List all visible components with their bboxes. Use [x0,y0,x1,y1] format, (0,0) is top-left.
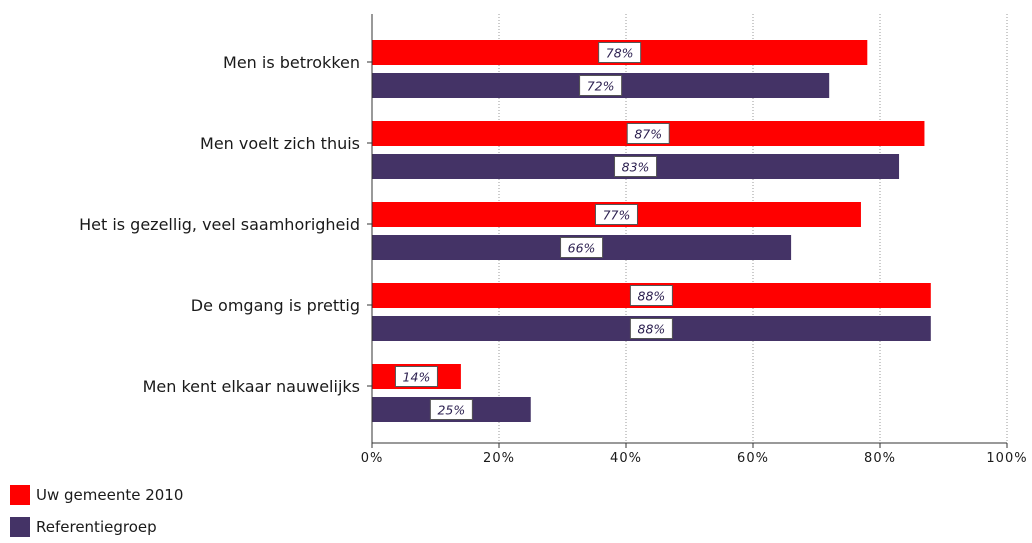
data-labels: 78% 72% 87% 83% 77% 66% 88% 88% 14% 25% [394,42,673,420]
x-tick-label: 80% [864,451,896,466]
legend-swatch-1 [10,517,30,537]
category-labels: Men is betrokken Men voelt zich thuis Het … [79,53,372,396]
data-label-box [394,366,438,387]
data-label-box [560,237,604,258]
legend-item-0: Uw gemeente 2010 [10,485,183,505]
x-tick-label: 40% [610,451,642,466]
data-label: 14% [403,370,431,385]
category-label: Men is betrokken [223,53,360,72]
category-label: Men voelt zich thuis [200,134,360,153]
category-label: Het is gezellig, veel saamhorigheid [79,215,360,234]
x-tick-labels: 0% 20% 40% 60% 80% 100% [361,443,1027,466]
legend-label-0: Uw gemeente 2010 [36,486,184,504]
category-label: De omgang is prettig [191,296,360,315]
data-label-box [429,399,473,420]
data-label: 25% [437,403,465,418]
data-label-box [626,123,670,144]
category-label: Men kent elkaar nauwelijks [143,377,360,396]
data-label-box [594,204,638,225]
gridlines [498,14,1008,443]
data-label: 66% [568,241,596,256]
data-label: 78% [606,46,634,61]
data-label-box [579,75,623,96]
data-label-box [629,285,673,306]
data-label: 83% [622,160,650,175]
x-tick-label: 100% [986,451,1027,466]
data-label: 77% [603,208,631,223]
bar-chart: 78% 72% 87% 83% 77% 66% 88% 88% 14% 25% Men is be… [79,14,1027,466]
data-label: 72% [587,79,615,94]
data-label-box [598,42,642,63]
data-label-box [629,318,673,339]
legend-swatch-0 [10,485,30,505]
bars [372,40,931,422]
data-label: 88% [638,289,666,304]
x-tick-label: 0% [361,451,384,466]
x-tick-label: 60% [737,451,769,466]
data-label: 88% [638,322,666,337]
legend-item-1: Referentiegroep [10,517,157,537]
x-tick-label: 20% [483,451,515,466]
data-label-box [614,156,658,177]
data-label: 87% [634,127,662,142]
legend-label-1: Referentiegroep [36,518,157,536]
